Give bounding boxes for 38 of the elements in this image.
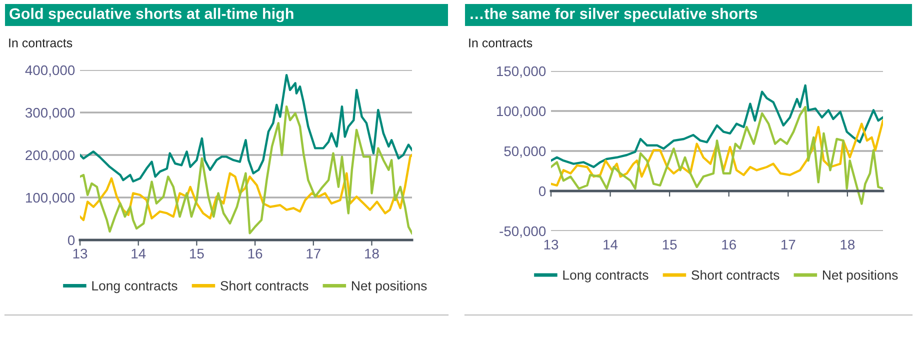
legend-label: Net positions [352, 280, 427, 294]
legend-label: Short contracts [692, 270, 780, 280]
x-tick-label: 15 [662, 240, 677, 250]
legend-label: Long contracts [563, 270, 648, 282]
line-series [80, 74, 412, 182]
line-series [80, 105, 412, 234]
x-tick-label: 16 [248, 248, 262, 259]
y-tick-label: 200,000 [26, 150, 75, 162]
line-series [80, 154, 412, 222]
x-tick-label: 13 [544, 240, 558, 250]
chart-title: …the same for silver speculative shorts [470, 8, 758, 22]
chart-title: Gold speculative shorts at all-time high [10, 8, 294, 22]
y-tick-label: 150,000 [497, 66, 546, 78]
x-tick-label: 14 [132, 248, 146, 258]
x-tick-label: 18 [365, 248, 379, 259]
legend-label: Net positions [823, 270, 898, 282]
y-tick-label: 100,000 [26, 192, 75, 204]
legend-label: Long contracts [92, 281, 178, 294]
y-axis-title: In contracts [9, 38, 72, 48]
y-tick-label: 0 [538, 186, 546, 196]
y-tick-label: 100,000 [497, 106, 546, 118]
x-tick-label: 14 [604, 240, 618, 250]
y-tick-label: 0 [68, 235, 75, 246]
x-tick-label: 13 [73, 248, 88, 259]
line-series [551, 106, 883, 205]
x-tick-label: 17 [306, 248, 320, 258]
x-tick-label: 15 [190, 248, 204, 259]
y-tick-label: -50,000 [500, 226, 546, 238]
y-tick-label: 300,000 [25, 108, 75, 120]
legend-label: Short contracts [220, 280, 308, 290]
y-axis-title: In contracts [469, 38, 532, 48]
line-series [551, 84, 883, 168]
line-series [551, 119, 883, 187]
x-tick-label: 18 [840, 240, 855, 250]
x-tick-label: 17 [781, 240, 796, 250]
y-tick-label: 50,000 [504, 146, 546, 158]
y-tick-label: 400,000 [25, 65, 75, 77]
x-tick-label: 16 [722, 240, 736, 250]
